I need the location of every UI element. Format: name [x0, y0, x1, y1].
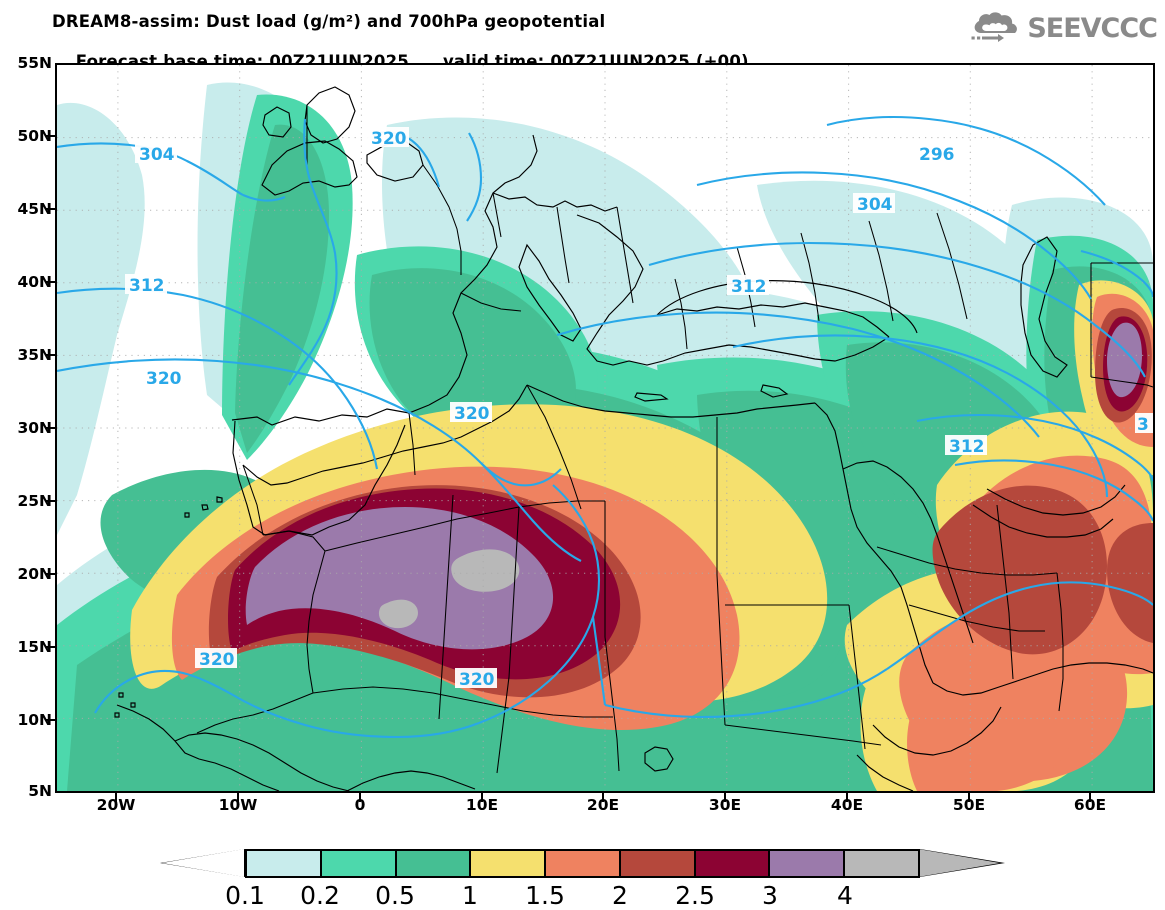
- colorbar-band-0: [247, 851, 322, 876]
- lat-tickmark: [46, 208, 55, 210]
- colorbar-over-arrow: [918, 849, 1000, 877]
- colorbar-band-2: [396, 851, 472, 876]
- lon-tick-30E: 30E: [708, 796, 742, 814]
- lat-tick-15N: 15N: [17, 638, 52, 656]
- lon-tickmark: [968, 793, 970, 802]
- svg-text:304: 304: [139, 145, 175, 165]
- colorbar-band-8: [845, 851, 919, 876]
- lat-tickmark: [46, 573, 55, 575]
- lat-tick-20N: 20N: [17, 565, 52, 583]
- lat-tick-40N: 40N: [17, 273, 52, 291]
- colorbar-band-4: [546, 851, 621, 876]
- lat-tickmark: [46, 281, 55, 283]
- lat-tick-55N: 55N: [17, 54, 52, 72]
- lon-tickmark: [724, 793, 726, 802]
- colorbar-tick-0.1: 0.1: [225, 881, 265, 910]
- lat-tick-5N: 5N: [28, 782, 52, 800]
- lat-tickmark: [46, 427, 55, 429]
- colorbar-band-6: [695, 851, 771, 876]
- lon-tick-40E: 40E: [830, 796, 864, 814]
- lon-tick-60E: 60E: [1073, 796, 1107, 814]
- svg-text:296: 296: [919, 145, 955, 165]
- svg-text:3: 3: [1137, 415, 1149, 435]
- lat-tick-25N: 25N: [17, 492, 52, 510]
- map-canvas: 304 320 296 304 312 312 320 320 312 3: [57, 65, 1153, 791]
- lon-tickmark: [237, 793, 239, 802]
- svg-text:312: 312: [949, 437, 985, 457]
- logo-text: SEEVCCC: [1027, 12, 1158, 44]
- lat-tick-35N: 35N: [17, 346, 52, 364]
- svg-text:304: 304: [857, 195, 893, 215]
- lon-tick-20E: 20E: [586, 796, 620, 814]
- map-plot-area[interactable]: 304 320 296 304 312 312 320 320 312 3: [55, 63, 1155, 793]
- colorbar-tick-1.5: 1.5: [525, 881, 565, 910]
- lon-tickmark: [359, 793, 361, 802]
- svg-text:320: 320: [459, 670, 495, 690]
- lon-tick-10W: 10W: [218, 796, 258, 814]
- page-title: DREAM8-assim: Dust load (g/m²) and 700hP…: [52, 12, 606, 31]
- seevccc-logo: SEEVCCC: [965, 12, 1158, 44]
- lon-tick-50E: 50E: [952, 796, 986, 814]
- lon-tickmark: [602, 793, 604, 802]
- band-4: [378, 549, 520, 629]
- colorbar-bands: [245, 849, 920, 878]
- colorbar-band-1: [321, 851, 397, 876]
- lon-tickmark: [115, 793, 117, 802]
- lon-tickmark: [481, 793, 483, 802]
- colorbar-band-7: [770, 851, 846, 876]
- country-borders: [196, 105, 1153, 774]
- svg-text:320: 320: [199, 650, 235, 670]
- lat-tickmark: [46, 135, 55, 137]
- colorbar-band-5: [620, 851, 696, 876]
- svg-text:312: 312: [731, 277, 767, 297]
- lon-tickmark: [1089, 793, 1091, 802]
- svg-text:320: 320: [371, 129, 407, 149]
- dust-load-field: 304 320 296 304 312 312 320 320 312 3: [57, 65, 1153, 791]
- svg-text:320: 320: [454, 404, 490, 424]
- colorbar-tick-1: 1: [462, 881, 478, 910]
- colorbar-tick-0.5: 0.5: [375, 881, 415, 910]
- lon-tick-20W: 20W: [96, 796, 136, 814]
- contour-labels: 304 320 296 304 312 312 320 320 312 3: [125, 127, 1153, 690]
- dust-load-colorbar: 0.1 0.2 0.5 1 1.5 2 2.5 3 4: [160, 849, 1005, 910]
- geopotential-contours: [57, 115, 1153, 739]
- lat-tick-10N: 10N: [17, 711, 52, 729]
- cloud-icon: [971, 12, 1018, 42]
- coastlines: [114, 86, 1153, 791]
- colorbar-tick-0.2: 0.2: [300, 881, 340, 910]
- lon-tick-10E: 10E: [465, 796, 499, 814]
- header: DREAM8-assim: Dust load (g/m²) and 700hP…: [0, 0, 1165, 71]
- colorbar-tick-2.5: 2.5: [675, 881, 715, 910]
- colorbar-band-3: [471, 851, 547, 876]
- colorbar-tick-4: 4: [837, 881, 853, 910]
- lat-tick-50N: 50N: [17, 127, 52, 145]
- lat-tickmark: [46, 719, 55, 721]
- lat-tickmark: [46, 646, 55, 648]
- lon-tick-0: 0: [354, 796, 366, 814]
- svg-text:320: 320: [146, 369, 182, 389]
- lat-tick-30N: 30N: [17, 419, 52, 437]
- svg-text:312: 312: [129, 276, 165, 296]
- colorbar-tick-3: 3: [762, 881, 778, 910]
- colorbar-tick-2: 2: [612, 881, 628, 910]
- colorbar-under-arrow: [162, 849, 244, 877]
- lat-tickmark: [46, 500, 55, 502]
- lon-tickmark: [846, 793, 848, 802]
- lat-tick-45N: 45N: [17, 200, 52, 218]
- lat-tickmark: [46, 354, 55, 356]
